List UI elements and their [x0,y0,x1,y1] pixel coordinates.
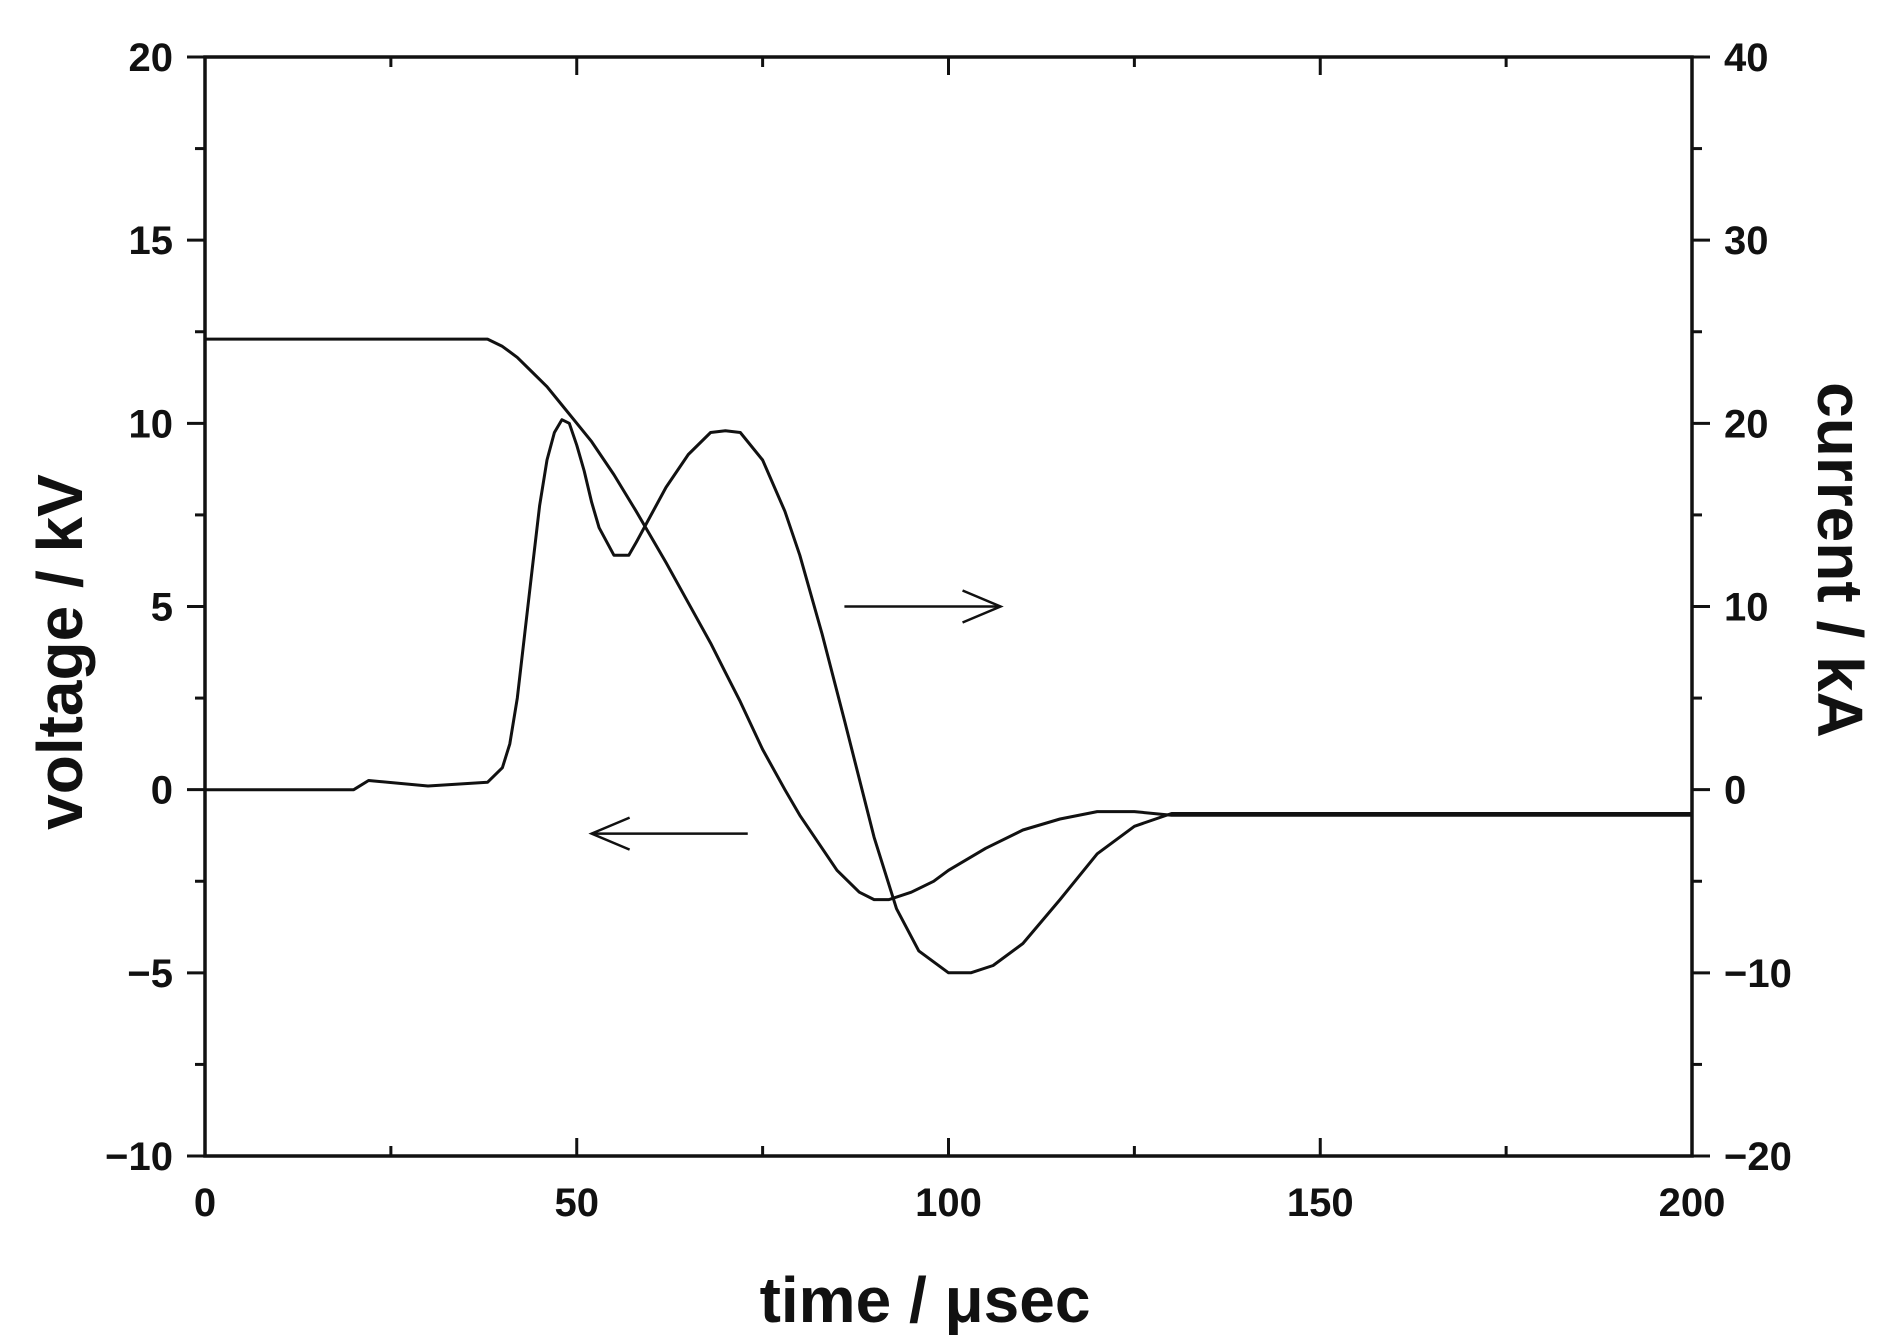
y-left-tick-label: 5 [151,586,173,630]
annotations [588,589,1004,851]
x-axis-title: time / μsec [760,1264,1091,1336]
y-right-tick-label: 0 [1724,769,1746,813]
y-left-tick-label: 15 [129,219,174,263]
arrow-right [844,589,1004,624]
plot-frame [203,55,1694,1158]
y-right-tick-label: 20 [1724,402,1769,446]
tick-labels: 0 50 100 150 200 −10 −5 0 5 10 15 20 −20 −10 0 10 20 30 40 [105,36,1792,1225]
y-right-tick-label: −20 [1724,1135,1792,1179]
arrow-head [588,816,631,851]
current-trace [205,418,1692,975]
x-tick-label: 0 [194,1181,216,1225]
x-tick-label: 200 [1659,1181,1726,1225]
voltage-trace [205,337,1692,902]
arrow-head [962,589,1004,624]
y-right-tick-label: −10 [1724,952,1792,996]
y-right-tick-label: 10 [1724,586,1769,630]
arrow-left [588,816,748,851]
y-left-tick-label: 10 [129,402,174,446]
y-right-tick-label: 30 [1724,219,1769,263]
x-tick-label: 100 [915,1181,982,1225]
y-left-tick-label: 20 [129,36,174,80]
y-left-tick-label: −5 [127,952,173,996]
series-layer [205,337,1692,975]
x-tick-label: 50 [555,1181,600,1225]
y-right-tick-label: 40 [1724,36,1769,80]
x-tick-label: 150 [1287,1181,1354,1225]
y-axis-left-title: voltage / kV [24,474,96,830]
y-axis-right-title: current / kA [1804,382,1876,738]
y-left-tick-label: −10 [105,1135,173,1179]
y-left-tick-label: 0 [151,769,173,813]
